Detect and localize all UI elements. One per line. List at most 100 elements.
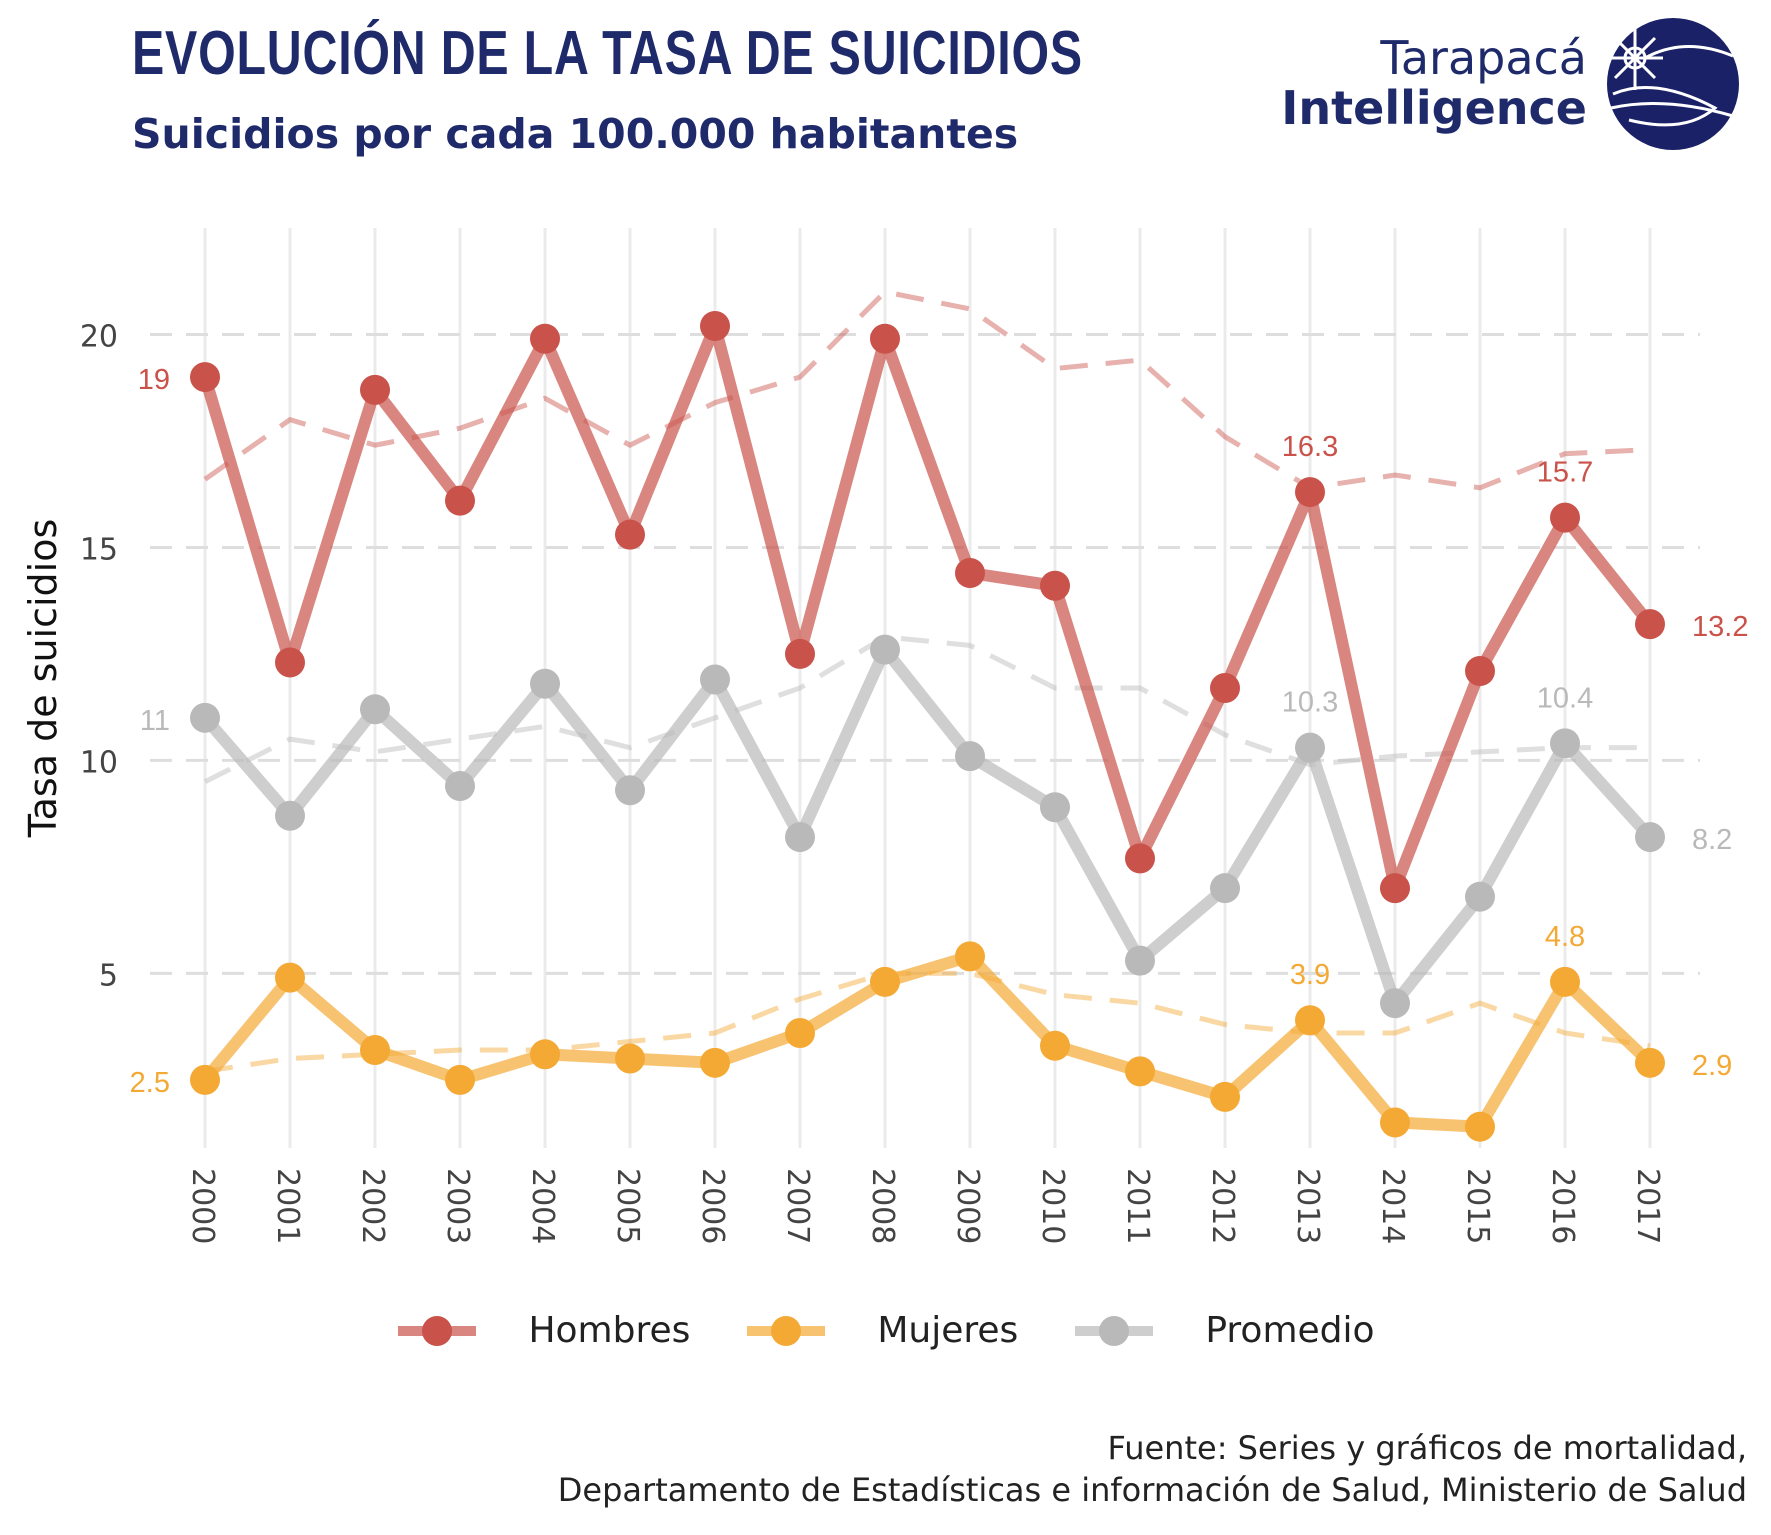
y-tick-label: 15 [80,532,118,567]
x-tick-label: 2014 [1375,1168,1410,1244]
series-line [200,643,1655,1010]
legend-item: Promedio [1073,1310,1375,1351]
x-tick-label: 2005 [610,1168,645,1244]
data-point [190,362,220,393]
data-labels: 19 16.3 15.7 13.2 2.5 3.9 4.8 2.9 11 10.3 10.4 8.2 [130,364,1749,1099]
globe-emblem-icon [1607,18,1739,150]
data-label: 4.8 [1545,921,1585,953]
data-point [1465,655,1495,686]
x-tick-label: 2007 [780,1168,815,1244]
data-point [275,962,305,993]
data-point [445,1064,475,1095]
data-point [1210,873,1240,904]
data-point [1465,1111,1495,1142]
data-point [445,770,475,801]
y-tick-label: 10 [80,745,118,780]
data-point [700,1047,730,1078]
data-label: 13.2 [1692,611,1748,643]
x-tick-label: 2004 [525,1168,560,1244]
data-point [275,647,305,678]
legend-item: Hombres [396,1310,690,1351]
legend-label: Mujeres [877,1310,1019,1351]
trend-line [204,970,1651,1074]
data-point [1040,570,1070,601]
data-point [190,702,220,733]
data-point [700,310,730,341]
data-point [360,694,390,725]
data-label: 11 [140,705,170,737]
source-line1: Fuente: Series y gráficos de mortalidad, [1107,1429,1747,1467]
source-line2: Departamento de Estadísticas e informaci… [557,1470,1747,1509]
data-point [1465,881,1495,912]
data-point [275,800,305,831]
data-point [615,1043,645,1074]
brand-logo: Tarapacá Intelligence [1281,14,1741,154]
data-point [955,558,985,588]
data-label: 3.9 [1290,959,1330,991]
data-point [785,1018,815,1048]
series-lines [190,310,1665,1142]
data-point [785,638,815,669]
data-point [1210,673,1240,703]
x-tick-label: 2000 [185,1168,220,1244]
x-tick-label: 2017 [1630,1168,1665,1244]
legend-key-point [771,1315,802,1346]
legend-item: Mujeres [745,1310,1018,1351]
legend-label: Promedio [1205,1310,1375,1351]
logo-text: Tarapacá Intelligence [1281,34,1587,133]
x-tick-label: 2016 [1545,1168,1580,1244]
data-point [1125,843,1155,874]
trend-line [203,634,1650,784]
data-point [1550,728,1580,759]
data-point [1380,1107,1410,1138]
x-tick-label: 2003 [440,1168,475,1244]
data-point [530,1039,560,1070]
x-tick-label: 2006 [695,1168,730,1244]
legend-key-point [422,1315,453,1346]
x-tick-label: 2002 [355,1168,390,1244]
legend-label: Hombres [528,1310,691,1351]
x-tick-label: 2012 [1205,1168,1240,1244]
data-label: 8.2 [1692,824,1732,856]
data-point [360,1035,390,1066]
data-label: 19 [138,364,170,396]
chart-title: EVOLUCIÓN DE LA TASA DE SUICIDIOS [132,19,1083,88]
data-point [1210,1081,1240,1112]
y-tick-label: 5 [99,958,118,993]
source-note: Fuente: Series y gráficos de mortalidad,… [558,1428,1747,1511]
data-point [445,485,475,516]
data-point [1635,1047,1665,1078]
data-label: 10.4 [1537,682,1593,714]
data-point [870,323,900,354]
data-label: 2.5 [130,1067,170,1099]
data-label: 2.9 [1692,1050,1732,1082]
data-point [1125,1056,1155,1087]
data-point [1295,1005,1325,1036]
data-point [1040,792,1070,823]
data-point [1380,988,1410,1019]
data-point [615,519,645,550]
data-point [615,775,645,806]
data-point [1635,609,1665,640]
data-point [1550,502,1580,533]
axes: 5 10 15 20 2000 2001 2002 2003 2004 2005 2006 2007 2… [21,319,1665,1244]
data-point [530,668,560,699]
x-tick-label: 2011 [1120,1168,1155,1244]
legend-key [398,1315,477,1346]
logo-line2: Intelligence [1281,81,1587,135]
data-point [955,741,985,772]
data-point [1040,1030,1070,1061]
data-point [530,323,560,354]
y-tick-label: 20 [80,319,118,354]
y-axis-label: Tasa de suicidios [21,519,65,839]
x-tick-label: 2008 [865,1168,900,1244]
data-point [870,966,900,997]
x-tick-label: 2015 [1460,1168,1495,1244]
data-point [955,941,985,972]
data-point [1635,822,1665,853]
data-label: 15.7 [1537,457,1593,489]
series-line [199,319,1655,895]
x-tick-label: 2001 [270,1168,305,1244]
legend: Hombres Mujeres Promedio [0,1310,1771,1351]
